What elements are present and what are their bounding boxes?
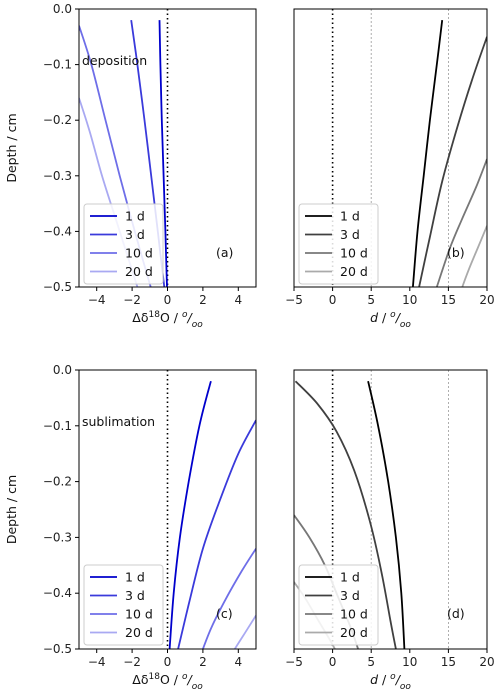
x-tick-label: 4	[234, 655, 242, 669]
legend-label: 20 d	[125, 625, 153, 640]
y-tick-label: 0.0	[53, 363, 72, 377]
x-tick-label: 0	[164, 655, 172, 669]
legend-label: 3 d	[340, 588, 360, 603]
y-tick-label: −0.3	[43, 169, 72, 183]
y-tick-label: −0.4	[43, 224, 72, 238]
legend-label: 20 d	[340, 625, 368, 640]
y-axis-label: Depth / cm	[4, 475, 19, 544]
legend-label: 1 d	[340, 570, 360, 585]
legend-label: 10 d	[340, 246, 368, 261]
x-tick-label: 15	[441, 655, 456, 669]
series-line-1d	[168, 380, 212, 649]
axes-frame	[293, 8, 488, 288]
axes-frame	[293, 369, 488, 650]
x-axis-label: d / o/oo	[370, 672, 411, 692]
x-tick-label: 20	[479, 293, 494, 307]
series-line-20d	[461, 225, 487, 287]
series-line-3d	[177, 419, 256, 649]
legend-box	[298, 203, 379, 285]
legend-box	[83, 564, 164, 646]
process-annotation: deposition	[82, 53, 147, 68]
x-axis-label: Δδ18O / o/oo	[132, 672, 203, 692]
legend-label: 1 d	[125, 570, 145, 585]
x-tick-label: −2	[123, 293, 141, 307]
x-tick-label: −4	[88, 293, 106, 307]
legend: 1 d 3 d 10 d 20 d	[83, 203, 164, 285]
x-tick-label: −2	[123, 655, 141, 669]
legend-box	[298, 564, 379, 646]
legend-label: 3 d	[125, 588, 145, 603]
series-line-3d	[418, 36, 487, 287]
series-line-10d	[202, 548, 256, 649]
y-tick-label: −0.3	[43, 530, 72, 544]
x-tick-label: 20	[479, 655, 494, 669]
x-tick-label: 5	[367, 293, 375, 307]
panel-label: (c)	[216, 606, 233, 621]
x-tick-label: 10	[402, 293, 417, 307]
series-line-1d	[158, 20, 168, 287]
legend-label: 20 d	[340, 264, 368, 279]
legend-label: 10 d	[340, 607, 368, 622]
panel-a: −4 −2 0 2 4 0.0 −0.1 −0.2 −0.3 −0.4 −0.5 Δδ18O / o/…	[4, 2, 257, 330]
y-tick-label: −0.5	[43, 280, 72, 294]
process-annotation: sublimation	[82, 414, 155, 429]
series-line-20d	[234, 615, 256, 649]
panel-label: (a)	[216, 245, 233, 260]
y-tick-label: 0.0	[53, 2, 72, 16]
y-tick-label: −0.1	[43, 419, 72, 433]
x-tick-label: 10	[402, 655, 417, 669]
y-tick-label: −0.4	[43, 586, 72, 600]
panel-label: (b)	[447, 245, 465, 260]
x-tick-label: −5	[285, 655, 303, 669]
x-tick-label: 0	[164, 293, 172, 307]
x-axis-label: d / o/oo	[370, 310, 411, 330]
legend-label: 10 d	[125, 607, 153, 622]
x-tick-label: −5	[285, 293, 303, 307]
legend: 1 d 3 d 10 d 20 d	[83, 564, 164, 646]
legend-label: 1 d	[340, 209, 360, 224]
x-tick-label: −4	[88, 655, 106, 669]
panel-d: −5 0 5 10 15 20 d / o/oo (d) 1 d 3 d 10 d 20 d	[285, 369, 495, 692]
x-tick-label: 0	[329, 293, 337, 307]
x-tick-label: 0	[329, 655, 337, 669]
series-line-1d	[367, 380, 406, 649]
series-line-1d	[412, 19, 444, 287]
series-line-3d	[294, 380, 397, 649]
x-tick-label: 2	[199, 655, 207, 669]
legend: 1 d 3 d 10 d 20 d	[298, 564, 379, 646]
y-tick-label: −0.1	[43, 58, 72, 72]
legend-label: 3 d	[125, 227, 145, 242]
legend-label: 1 d	[125, 209, 145, 224]
y-tick-label: −0.5	[43, 642, 72, 656]
y-axis-label: Depth / cm	[4, 113, 19, 182]
legend: 1 d 3 d 10 d 20 d	[298, 203, 379, 285]
y-tick-label: −0.2	[43, 475, 72, 489]
legend-label: 10 d	[125, 246, 153, 261]
legend-box	[83, 203, 164, 285]
x-axis-label: Δδ18O / o/oo	[132, 310, 203, 330]
x-tick-label: 15	[441, 293, 456, 307]
x-tick-label: 4	[234, 293, 242, 307]
panel-label: (d)	[447, 606, 465, 621]
legend-label: 20 d	[125, 264, 153, 279]
panel-c: −4 −2 0 2 4 0.0 −0.1 −0.2 −0.3 −0.4 −0.5 Δδ18O / o/…	[4, 363, 257, 692]
panel-b: −5 0 5 10 15 20 d / o/oo (b) 1 d 3 d 10 d 20 d	[285, 8, 495, 330]
series-line-10d	[435, 158, 487, 287]
x-tick-label: 5	[367, 655, 375, 669]
legend-label: 3 d	[340, 227, 360, 242]
y-tick-label: −0.2	[43, 113, 72, 127]
x-tick-label: 2	[199, 293, 207, 307]
